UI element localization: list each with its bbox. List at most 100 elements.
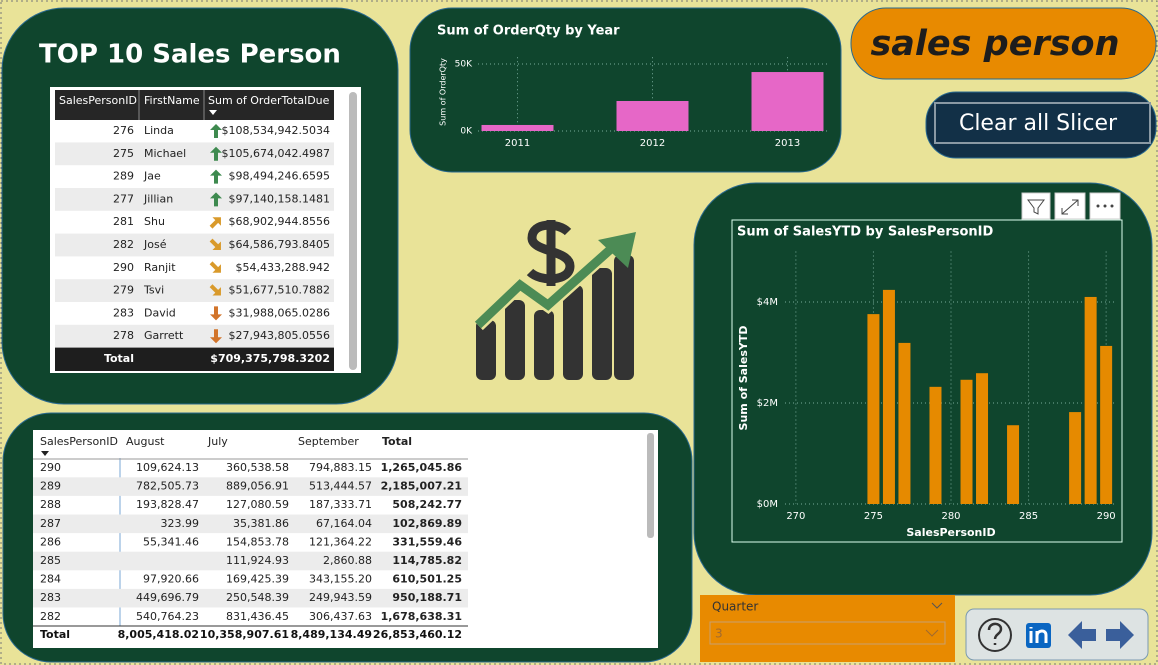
focus-glyph (1061, 199, 1079, 215)
top10-header (55, 90, 334, 120)
x-axis-label: SalesPersonID (906, 526, 995, 539)
clear-button-label[interactable]: Clear all Slicer (959, 111, 1118, 136)
dot (1096, 204, 1100, 208)
quarter-dropdown[interactable] (709, 621, 946, 645)
matrix-table (33, 430, 658, 648)
cell: 275 (113, 147, 134, 160)
icon-bar (505, 300, 525, 380)
cell: 290 (113, 261, 134, 274)
total-cell: 26,853,460.12 (373, 628, 462, 641)
dot (1103, 204, 1107, 208)
visual-header (1021, 192, 1121, 220)
x-tick-label: 2011 (505, 138, 530, 149)
cell: Jae (143, 170, 161, 183)
x-tick-label: 285 (1019, 511, 1038, 522)
cell: 154,853.78 (226, 535, 289, 548)
cell: 278 (113, 329, 134, 342)
row-band (33, 514, 468, 534)
cell: $54,433,288.942 (236, 261, 330, 274)
bar (929, 386, 942, 504)
bar (1007, 425, 1020, 504)
icon-bar (592, 268, 612, 380)
quarter-label: Quarter (712, 600, 758, 614)
cell: 249,943.59 (309, 591, 372, 604)
column-header: August (126, 435, 165, 448)
collapse-icon[interactable] (931, 602, 943, 609)
column-header: SalesPersonID (40, 435, 118, 448)
x-tick-label: 2012 (640, 138, 665, 149)
y-tick-label: $0M (757, 499, 778, 510)
cell: 283 (40, 591, 61, 604)
bar (898, 342, 911, 504)
cell: 284 (40, 573, 61, 586)
filter-icon[interactable] (1021, 192, 1051, 220)
bar (481, 124, 554, 131)
total-cell: Total (40, 628, 70, 641)
y-tick-label: 0K (460, 127, 473, 137)
help-button[interactable] (978, 618, 1012, 652)
row-band (33, 477, 468, 496)
trend-icon (210, 306, 222, 321)
cell: 277 (113, 192, 134, 205)
cell: 306,437.63 (309, 610, 372, 623)
column-header: SalesPersonID (59, 94, 137, 107)
cell: Garrett (144, 329, 184, 342)
forward-button[interactable] (1106, 621, 1134, 649)
back-button[interactable] (1068, 621, 1096, 649)
cell: $98,494,246.6595 (229, 170, 330, 183)
x-tick-label: 280 (941, 511, 960, 522)
cell: $97,140,158.1481 (229, 192, 330, 205)
total-cell: 8,005,418.02 (118, 628, 199, 641)
row-band (55, 142, 334, 166)
row-band (55, 279, 334, 302)
quarter-value[interactable]: 3 (715, 627, 723, 641)
cell: 540,764.23 (136, 610, 199, 623)
y-tick-label: 50K (455, 60, 473, 70)
cell: 283 (113, 306, 134, 319)
icon-bar (476, 320, 496, 380)
scrollbar[interactable] (647, 433, 654, 538)
cell: Michael (144, 147, 186, 160)
trend-icon (210, 329, 222, 344)
cell: $108,534,942.5034 (222, 124, 330, 137)
bar (1069, 412, 1082, 504)
column-header: FirstName (144, 94, 200, 107)
cell: 109,624.13 (136, 461, 199, 474)
cell: 289 (40, 480, 61, 493)
cell: $31,988,065.0286 (229, 306, 330, 319)
icon-bar (614, 255, 634, 380)
icon-bar (563, 285, 583, 380)
cell: 285 (40, 554, 61, 567)
cell: $64,586,793.8405 (229, 238, 330, 251)
chart-title: Sum of SalesYTD by SalesPersonID (737, 225, 994, 240)
cell: 288 (40, 498, 61, 511)
cell: 831,436.45 (226, 610, 289, 623)
row-band (33, 551, 468, 571)
x-tick-label: 270 (786, 511, 805, 522)
trend-icon (210, 192, 222, 207)
top10-total-row (55, 347, 334, 371)
salesytd-frame (731, 219, 1123, 543)
cell: 2,860.88 (323, 554, 372, 567)
cell: 127,080.59 (226, 498, 289, 511)
cell: 276 (113, 124, 134, 137)
row-band (55, 233, 334, 257)
cell: 289 (113, 170, 134, 183)
trend-icon (209, 284, 221, 296)
scrollbar[interactable] (349, 92, 357, 370)
top10-title: TOP 10 Sales Person (39, 40, 341, 70)
focus-icon[interactable] (1054, 192, 1086, 220)
cell: 449,696.79 (136, 591, 199, 604)
icon-arrow-head (598, 232, 636, 268)
cell: 55,341.46 (143, 535, 199, 548)
dropdown-arrow (925, 629, 939, 637)
clear-button[interactable] (934, 102, 1151, 144)
cell: Ranjit (144, 261, 176, 274)
cell: $51,677,510.7882 (229, 284, 330, 297)
linkedin-glyph (1029, 627, 1048, 643)
y-axis-label: Sum of SalesYTD (737, 326, 750, 431)
cell: 281 (113, 215, 134, 228)
